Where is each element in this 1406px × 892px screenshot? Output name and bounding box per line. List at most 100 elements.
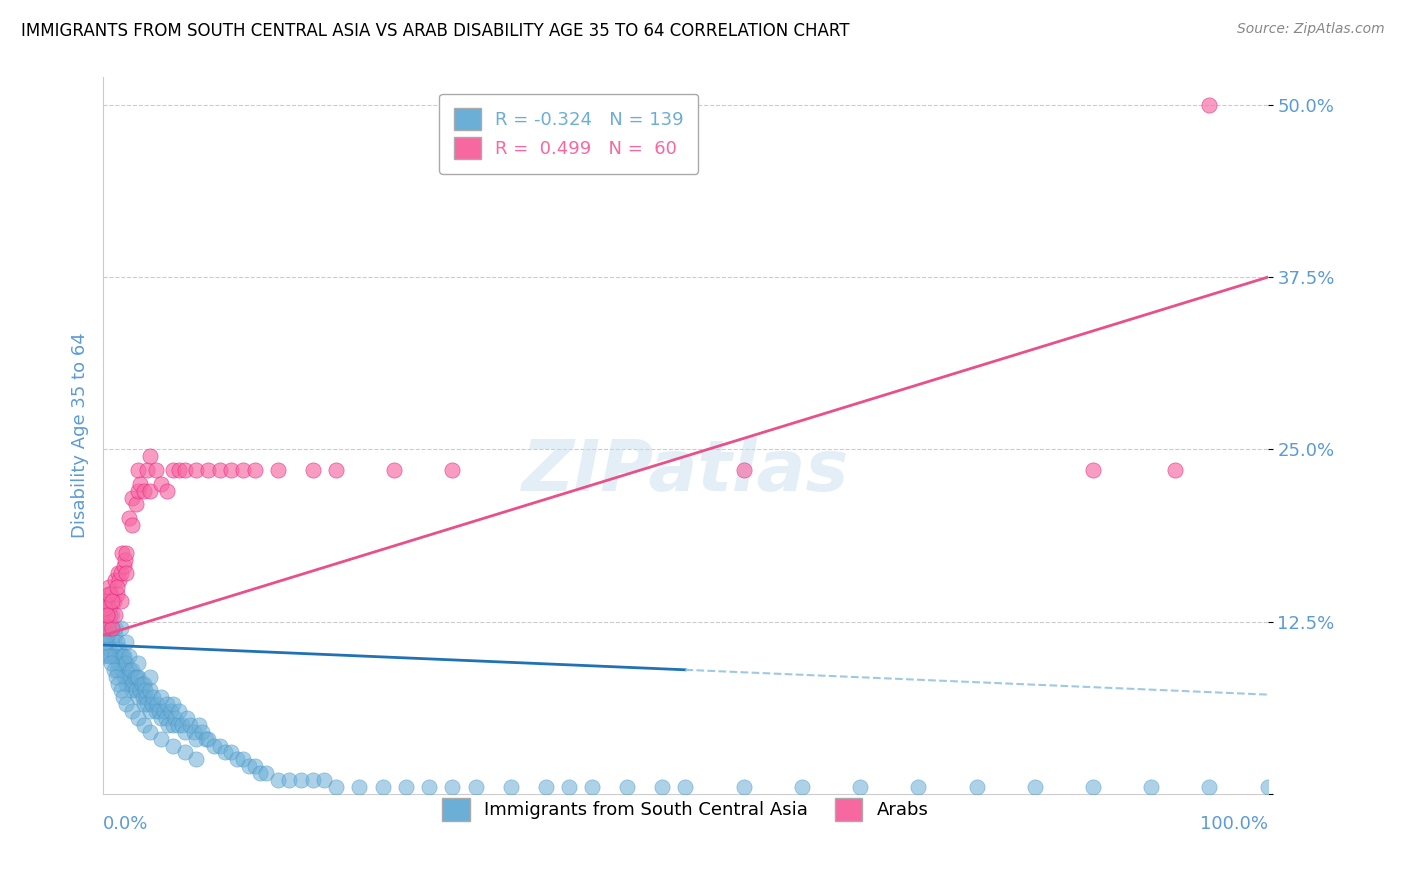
Point (162, 739, 184, 753)
Point (1081, 463, 1104, 477)
Point (91, 648, 114, 663)
Point (108, 574, 131, 588)
Point (121, 663, 143, 677)
Point (115, 656, 138, 670)
Point (101, 607, 124, 622)
Point (120, 676, 142, 690)
Point (103, 648, 125, 663)
Point (159, 704, 181, 718)
Point (150, 731, 173, 746)
Point (127, 463, 149, 477)
Point (141, 698, 163, 712)
Point (132, 690, 155, 705)
Point (111, 648, 134, 663)
Point (91, 622, 114, 636)
Text: IMMIGRANTS FROM SOUTH CENTRAL ASIA VS ARAB DISABILITY AGE 35 TO 64 CORRELATION C: IMMIGRANTS FROM SOUTH CENTRAL ASIA VS AR… (21, 22, 849, 40)
Point (118, 663, 141, 677)
Point (105, 663, 128, 677)
Point (97, 642, 120, 657)
Point (1140, 780, 1163, 794)
Point (101, 628, 124, 642)
Point (176, 711, 198, 725)
Point (150, 711, 173, 725)
Point (136, 463, 159, 477)
Point (118, 670, 141, 684)
Point (156, 698, 179, 712)
Point (162, 463, 184, 477)
Point (673, 780, 696, 794)
Point (790, 780, 813, 794)
Point (122, 676, 145, 690)
Point (103, 594, 125, 608)
Point (142, 690, 165, 705)
Point (97, 587, 120, 601)
Point (96, 635, 118, 649)
Point (100, 656, 122, 670)
Point (105, 635, 128, 649)
Point (97, 615, 120, 629)
Point (165, 711, 187, 725)
Point (138, 670, 160, 684)
Point (267, 772, 290, 787)
Point (129, 476, 152, 491)
Point (733, 780, 755, 794)
Point (267, 463, 290, 477)
Point (157, 718, 180, 732)
Point (243, 759, 266, 773)
Point (101, 594, 124, 608)
Point (243, 463, 266, 477)
Point (114, 656, 136, 670)
Point (187, 718, 209, 732)
Point (1081, 780, 1104, 794)
Point (349, 780, 371, 794)
Point (112, 559, 135, 574)
Point (325, 780, 347, 794)
Point (104, 574, 127, 588)
Point (132, 698, 155, 712)
Point (93, 615, 115, 629)
Point (127, 483, 149, 498)
Point (96, 628, 118, 642)
Point (125, 670, 148, 684)
Point (290, 772, 312, 787)
Point (907, 780, 929, 794)
Point (183, 724, 205, 739)
Point (112, 648, 135, 663)
Point (148, 704, 170, 718)
Point (108, 642, 131, 657)
Point (98, 622, 121, 636)
Point (254, 766, 277, 780)
Point (132, 676, 155, 690)
Point (167, 463, 190, 477)
Point (105, 587, 128, 601)
Point (121, 683, 143, 698)
Point (97, 607, 120, 622)
Point (103, 663, 125, 677)
Point (145, 704, 167, 718)
Point (208, 463, 231, 477)
Point (135, 690, 157, 705)
Point (136, 698, 159, 712)
Point (98, 607, 121, 622)
Point (191, 724, 214, 739)
Point (97, 600, 120, 615)
Point (104, 670, 127, 684)
Point (197, 463, 219, 477)
Point (131, 676, 153, 690)
Point (173, 463, 195, 477)
Point (150, 476, 173, 491)
Point (96, 607, 118, 622)
Point (238, 759, 260, 773)
Point (382, 463, 405, 477)
Point (208, 739, 231, 753)
Point (167, 704, 190, 718)
Point (418, 780, 440, 794)
Point (278, 772, 301, 787)
Point (93, 628, 115, 642)
Point (104, 607, 127, 622)
Point (105, 580, 128, 594)
Point (186, 752, 208, 766)
Text: 0.0%: 0.0% (103, 815, 149, 833)
Point (1257, 780, 1279, 794)
Point (115, 676, 138, 690)
